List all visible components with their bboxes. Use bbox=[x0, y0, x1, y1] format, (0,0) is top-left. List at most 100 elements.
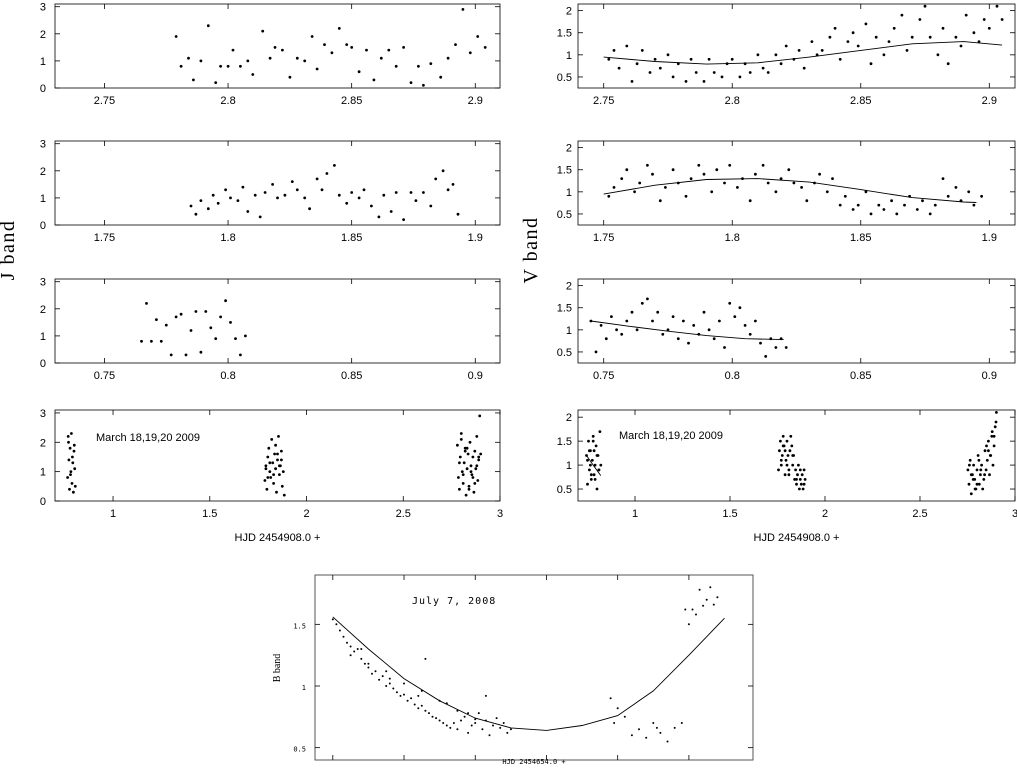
data-point bbox=[972, 31, 976, 35]
y-tick-label: 1.5 bbox=[557, 28, 572, 40]
data-point bbox=[923, 4, 927, 8]
data-point bbox=[264, 467, 268, 471]
data-point bbox=[189, 204, 193, 208]
date-annotation: March 18,19,20 2009 bbox=[96, 432, 200, 444]
data-point bbox=[882, 53, 886, 57]
data-point bbox=[748, 332, 752, 336]
data-point bbox=[966, 468, 970, 472]
data-point bbox=[315, 67, 319, 71]
data-point bbox=[438, 719, 441, 722]
data-point bbox=[728, 163, 732, 167]
data-point bbox=[709, 586, 712, 589]
data-point bbox=[72, 443, 76, 447]
data-point bbox=[676, 62, 680, 66]
data-point bbox=[630, 310, 634, 314]
data-point bbox=[895, 212, 899, 216]
data-point bbox=[492, 724, 494, 727]
fit-curve bbox=[332, 616, 725, 731]
data-point bbox=[68, 446, 72, 450]
data-point bbox=[403, 693, 405, 696]
data-point bbox=[367, 662, 370, 665]
data-point bbox=[756, 53, 760, 57]
data-point bbox=[273, 452, 276, 456]
data-point bbox=[345, 43, 349, 46]
data-point bbox=[728, 301, 732, 305]
data-point bbox=[377, 215, 381, 219]
x-tick-label: 3 bbox=[497, 508, 503, 520]
data-point bbox=[461, 473, 465, 476]
data-point bbox=[399, 694, 402, 697]
data-point bbox=[712, 337, 716, 341]
data-point bbox=[687, 341, 690, 345]
data-point bbox=[973, 487, 977, 491]
data-point bbox=[274, 443, 277, 447]
data-point bbox=[692, 324, 696, 327]
x-tick-label: 1.5 bbox=[722, 508, 737, 520]
data-point bbox=[471, 455, 475, 459]
data-point bbox=[976, 454, 980, 457]
data-point bbox=[211, 193, 215, 197]
y-tick-label: 1 bbox=[40, 56, 46, 68]
data-point bbox=[509, 728, 512, 731]
y-tick-label: 3 bbox=[40, 277, 46, 289]
data-point bbox=[414, 199, 418, 203]
x-tick-label: 1.9 bbox=[468, 232, 483, 244]
data-point bbox=[360, 648, 363, 650]
data-point bbox=[239, 353, 242, 357]
data-point bbox=[184, 353, 188, 357]
x-tick-label: 2.9 bbox=[468, 95, 483, 107]
data-point bbox=[640, 301, 644, 305]
data-point bbox=[214, 81, 218, 84]
data-point bbox=[979, 468, 983, 472]
data-point bbox=[702, 172, 706, 176]
data-point bbox=[331, 618, 334, 621]
data-point bbox=[791, 454, 795, 457]
data-point bbox=[779, 62, 783, 66]
data-point bbox=[462, 461, 466, 465]
data-point bbox=[993, 425, 997, 429]
data-point bbox=[656, 310, 660, 314]
data-point bbox=[638, 181, 642, 185]
data-point bbox=[838, 57, 842, 61]
data-point bbox=[705, 598, 708, 601]
data-point bbox=[684, 194, 688, 198]
data-point bbox=[280, 484, 284, 488]
data-point bbox=[460, 470, 464, 473]
data-point bbox=[617, 66, 621, 70]
data-point bbox=[972, 203, 976, 207]
data-point bbox=[959, 199, 963, 203]
data-point bbox=[474, 718, 477, 721]
data-point bbox=[803, 478, 807, 481]
data-point bbox=[468, 440, 472, 444]
data-point bbox=[593, 463, 597, 467]
x-tick-label: 1 bbox=[110, 508, 116, 520]
data-point bbox=[689, 177, 693, 181]
y-tick-label: 0 bbox=[40, 358, 46, 370]
data-point bbox=[424, 657, 427, 660]
y-tick-label: 1.5 bbox=[557, 165, 572, 177]
data-point bbox=[586, 482, 589, 486]
data-point bbox=[798, 478, 802, 481]
data-point bbox=[495, 717, 498, 720]
data-point bbox=[666, 53, 670, 57]
data-point bbox=[792, 181, 796, 185]
x-tick-label: 1.8 bbox=[220, 232, 235, 244]
data-point bbox=[780, 454, 784, 457]
data-point bbox=[658, 66, 662, 70]
data-point bbox=[990, 434, 994, 438]
data-point bbox=[66, 435, 70, 438]
data-point bbox=[303, 59, 307, 63]
data-point bbox=[72, 490, 75, 494]
plot-box bbox=[577, 409, 1016, 502]
data-point bbox=[869, 212, 873, 216]
data-point bbox=[335, 623, 338, 626]
data-point bbox=[595, 454, 599, 457]
data-point bbox=[820, 49, 824, 52]
data-point bbox=[67, 440, 70, 444]
data-point bbox=[174, 315, 178, 319]
data-point bbox=[797, 49, 801, 52]
data-point bbox=[671, 168, 675, 172]
data-point bbox=[477, 458, 481, 462]
data-point bbox=[788, 449, 792, 453]
data-point bbox=[475, 464, 479, 468]
